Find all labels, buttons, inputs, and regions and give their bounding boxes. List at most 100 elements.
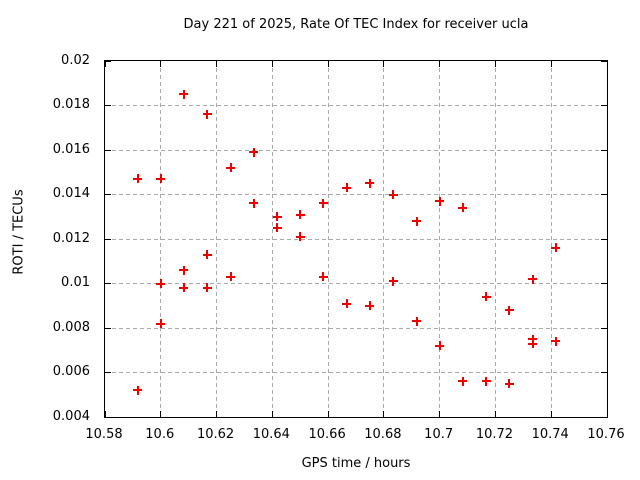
data-point-marker bbox=[504, 305, 514, 315]
y-gridline bbox=[105, 194, 607, 195]
x-tick-mark bbox=[494, 411, 496, 417]
x-axis-label: GPS time / hours bbox=[301, 456, 411, 471]
y-tick-mark bbox=[601, 327, 607, 329]
y-tick-label: 0.018 bbox=[52, 97, 90, 112]
y-tick-mark bbox=[105, 283, 111, 284]
x-tick-mark bbox=[383, 411, 385, 417]
x-tick-mark bbox=[216, 411, 218, 417]
data-point-marker bbox=[458, 203, 468, 213]
data-point-marker bbox=[435, 341, 445, 351]
y-tick-mark bbox=[105, 194, 111, 195]
y-tick-label: 0.01 bbox=[61, 275, 90, 290]
data-point-marker bbox=[249, 147, 259, 157]
data-point-marker bbox=[318, 272, 328, 282]
data-point-marker bbox=[365, 178, 375, 188]
data-point-marker bbox=[342, 183, 352, 193]
data-point-marker bbox=[435, 196, 445, 206]
x-tick-mark bbox=[104, 411, 106, 417]
chart-title: Day 221 of 2025, Rate Of TEC Index for r… bbox=[183, 17, 529, 32]
x-tick-label: 10.62 bbox=[196, 427, 235, 442]
y-tick-label: 0.016 bbox=[52, 141, 90, 157]
y-tick-mark bbox=[601, 105, 607, 106]
x-tick-label: 10.74 bbox=[531, 427, 569, 442]
x-tick-label: 10.6 bbox=[145, 427, 175, 442]
plot-area bbox=[104, 60, 608, 418]
data-point-marker bbox=[295, 232, 305, 242]
x-tick-label: 10.68 bbox=[364, 427, 402, 442]
x-tick-label: 10.66 bbox=[308, 427, 346, 442]
y-gridline bbox=[105, 238, 607, 240]
x-tick-mark bbox=[550, 61, 552, 67]
data-point-marker bbox=[226, 163, 235, 173]
data-point-marker bbox=[179, 283, 189, 293]
data-point-marker bbox=[528, 274, 538, 284]
y-gridline bbox=[105, 149, 607, 151]
data-point-marker bbox=[179, 89, 189, 99]
data-point-marker bbox=[272, 212, 282, 222]
y-tick-mark bbox=[601, 60, 607, 62]
y-gridline bbox=[105, 283, 607, 284]
x-tick-mark bbox=[327, 411, 329, 417]
data-point-marker bbox=[318, 198, 328, 208]
x-tick-mark bbox=[160, 61, 162, 67]
x-tick-mark bbox=[104, 61, 106, 67]
y-tick-mark bbox=[601, 238, 607, 240]
data-point-marker bbox=[528, 339, 538, 349]
x-tick-mark bbox=[160, 411, 162, 417]
data-point-marker bbox=[412, 216, 422, 226]
data-point-marker bbox=[388, 190, 398, 199]
x-tick-mark bbox=[327, 61, 329, 67]
x-tick-label: 10.76 bbox=[587, 427, 625, 442]
data-point-marker bbox=[551, 243, 561, 253]
y-tick-label: 0.012 bbox=[52, 230, 90, 246]
x-tick-mark bbox=[494, 61, 496, 67]
y-tick-label: 0.008 bbox=[52, 319, 90, 335]
y-gridline bbox=[105, 372, 607, 373]
x-tick-label: 10.58 bbox=[85, 427, 123, 442]
x-tick-mark bbox=[216, 61, 218, 67]
x-tick-mark bbox=[383, 61, 385, 67]
data-point-marker bbox=[504, 379, 514, 389]
data-point-marker bbox=[179, 265, 189, 275]
y-gridline bbox=[105, 105, 607, 106]
x-tick-mark bbox=[271, 61, 273, 67]
y-tick-mark bbox=[105, 238, 111, 240]
x-tick-mark bbox=[271, 411, 273, 417]
data-point-marker bbox=[412, 316, 422, 326]
x-tick-mark bbox=[606, 411, 608, 417]
y-tick-label: 0.014 bbox=[52, 186, 90, 201]
y-tick-mark bbox=[105, 105, 111, 106]
data-point-marker bbox=[133, 385, 143, 395]
data-point-marker bbox=[156, 319, 166, 329]
data-point-marker bbox=[551, 336, 561, 346]
data-point-marker bbox=[458, 376, 468, 386]
data-point-marker bbox=[481, 292, 491, 302]
y-tick-mark bbox=[601, 372, 607, 373]
y-gridline bbox=[105, 327, 607, 329]
y-tick-mark bbox=[601, 149, 607, 151]
data-point-marker bbox=[133, 174, 143, 184]
data-point-marker bbox=[156, 279, 166, 288]
y-tick-mark bbox=[105, 149, 111, 151]
x-tick-mark bbox=[606, 61, 608, 67]
data-point-marker bbox=[481, 376, 491, 386]
y-tick-label: 0.006 bbox=[52, 364, 90, 379]
data-point-marker bbox=[202, 250, 212, 260]
x-tick-mark bbox=[550, 411, 552, 417]
data-point-marker bbox=[365, 301, 375, 311]
y-tick-mark bbox=[105, 327, 111, 329]
data-point-marker bbox=[388, 276, 398, 286]
x-tick-label: 10.7 bbox=[424, 427, 454, 442]
y-tick-mark bbox=[601, 283, 607, 284]
x-tick-mark bbox=[439, 61, 441, 67]
data-point-marker bbox=[272, 223, 282, 233]
data-point-marker bbox=[202, 109, 212, 119]
y-tick-mark bbox=[601, 416, 607, 418]
data-point-marker bbox=[249, 198, 259, 208]
data-point-marker bbox=[202, 283, 212, 293]
data-point-marker bbox=[342, 299, 352, 309]
y-tick-mark bbox=[105, 372, 111, 373]
y-tick-mark bbox=[105, 416, 111, 418]
data-point-marker bbox=[226, 272, 235, 282]
